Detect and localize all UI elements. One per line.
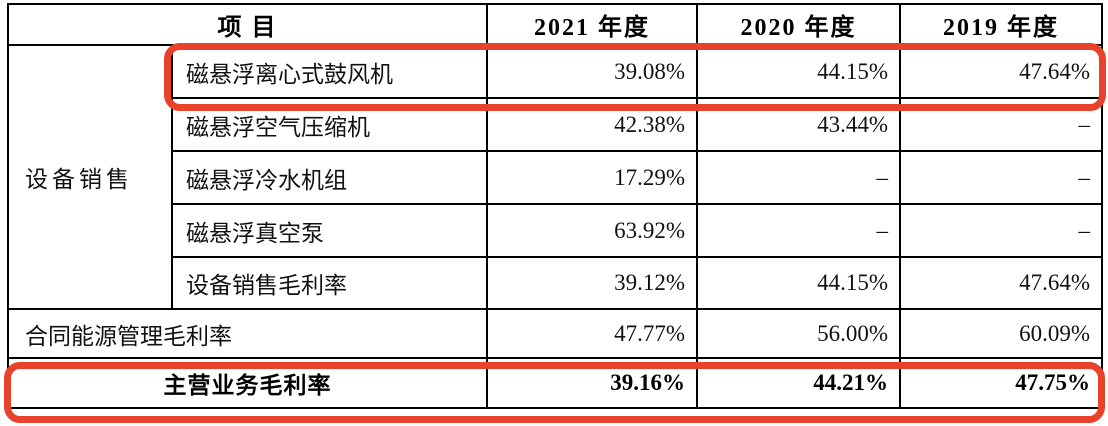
item-label: 主营业务毛利率	[7, 357, 488, 409]
table-row-equipment-sales-margin: 设备销售毛利率 39.12% 44.15% 47.64%	[8, 256, 1103, 310]
value-2020: –	[696, 150, 901, 205]
value-2021: 47.77%	[486, 308, 698, 359]
header-cell-year-2021: 2021 年度	[486, 3, 698, 46]
value-2019: 47.64%	[899, 256, 1103, 310]
item-label: 磁悬浮空气压缩机	[171, 97, 488, 152]
value-2019: –	[899, 97, 1103, 152]
value-2020: 43.44%	[696, 97, 901, 152]
header-cell-item: 项 目	[7, 3, 488, 46]
item-label: 合同能源管理毛利率	[7, 308, 488, 359]
value-2019: 60.09%	[899, 308, 1103, 359]
table-header-row: 项 目 2021 年度 2020 年度 2019 年度	[7, 3, 1103, 46]
group-cell-equipment-sales: 设备销售	[7, 44, 173, 310]
value-2020: 44.21%	[696, 357, 901, 409]
value-2019: 47.64%	[899, 44, 1103, 99]
value-2019: 47.75%	[899, 357, 1103, 409]
table-row-chiller-unit: 磁悬浮冷水机组 17.29% – –	[8, 150, 1103, 205]
value-2020: 44.15%	[696, 256, 901, 310]
value-2019: –	[899, 150, 1103, 205]
value-2021: 39.08%	[486, 44, 698, 99]
item-label: 设备销售毛利率	[171, 256, 488, 310]
table-row-air-compressor: 磁悬浮空气压缩机 42.38% 43.44% –	[8, 97, 1103, 152]
value-2020: 56.00%	[696, 308, 901, 359]
value-2019: –	[899, 203, 1103, 258]
header-cell-year-2019: 2019 年度	[899, 3, 1103, 46]
item-label: 磁悬浮离心式鼓风机	[171, 44, 488, 99]
item-label: 磁悬浮冷水机组	[171, 150, 488, 205]
table-row-vacuum-pump: 磁悬浮真空泵 63.92% – –	[8, 203, 1103, 258]
value-2020: 44.15%	[696, 44, 901, 99]
table-row-emc-margin: 合同能源管理毛利率 47.77% 56.00% 60.09%	[7, 308, 1103, 359]
item-label: 磁悬浮真空泵	[171, 203, 488, 258]
value-2021: 63.92%	[486, 203, 698, 258]
value-2021: 17.29%	[486, 150, 698, 205]
value-2021: 39.12%	[486, 256, 698, 310]
value-2021: 39.16%	[486, 357, 698, 409]
header-cell-year-2020: 2020 年度	[696, 3, 901, 46]
value-2021: 42.38%	[486, 97, 698, 152]
table-row-centrifugal-blower: 设备销售 磁悬浮离心式鼓风机 39.08% 44.15% 47.64%	[7, 44, 1103, 310]
gross-margin-table: 项 目 2021 年度 2020 年度 2019 年度 设备销售 磁悬浮离心式鼓…	[7, 3, 1103, 409]
table-row-main-business-margin: 主营业务毛利率 39.16% 44.21% 47.75%	[7, 357, 1103, 409]
value-2020: –	[696, 203, 901, 258]
